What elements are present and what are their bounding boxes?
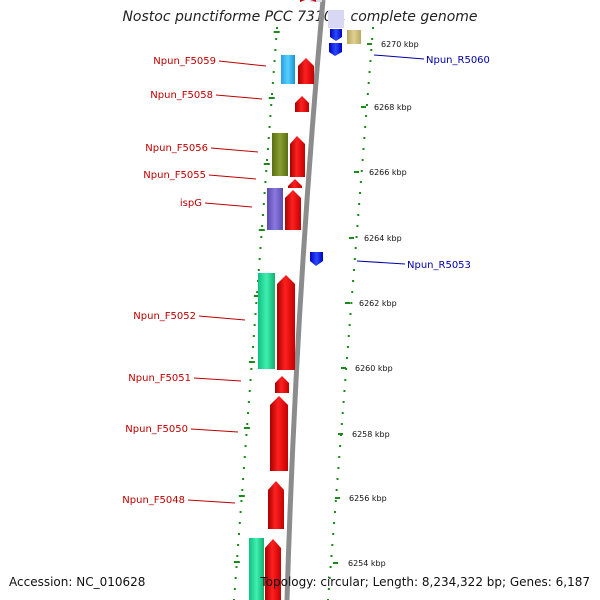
rna-feature-1 (330, 29, 342, 41)
genome-backbone (284, 0, 326, 600)
gene-label-f5058: Npun_F5058 (150, 90, 213, 101)
cds-arrow-f5052 (277, 275, 295, 370)
kbp-label-6260: 6260 kbp (355, 364, 393, 373)
kbp-scale: 6270 kbp 6268 kbp 6266 kbp 6264 kbp 6262… (333, 40, 419, 568)
gene-label-f5050: Npun_F5050 (125, 424, 188, 435)
gene-label-f5059: Npun_F5059 (153, 56, 216, 67)
cog-bar-mint-bottom (249, 538, 264, 600)
kbp-label-6258: 6258 kbp (352, 430, 390, 439)
rna-feature-3 (310, 252, 323, 266)
gene-label-f5051: Npun_F5051 (128, 373, 191, 384)
leader-f5058 (215, 94, 263, 100)
cds-arrow-f5055 (288, 179, 302, 188)
leader-f5056 (210, 147, 259, 153)
leader-r5053 (356, 260, 406, 265)
gene-label-f5048: Npun_F5048 (122, 495, 185, 506)
cds-arrow-f5048 (268, 481, 284, 529)
kbp-label-6264: 6264 kbp (364, 234, 402, 243)
accession-text: Accession: NC_010628 (9, 575, 146, 589)
rna-label-r5060: Npun_R5060 (426, 55, 490, 66)
map-title: Nostoc punctiforme PCC 73102, complete g… (122, 9, 478, 25)
cds-arrows (265, 0, 316, 600)
leader-f5059 (218, 60, 267, 67)
feature-faint-purple (328, 10, 344, 28)
kbp-label-6270: 6270 kbp (381, 40, 419, 49)
cds-arrow-f5051 (275, 376, 289, 393)
cds-arrow-bottom (265, 539, 281, 600)
kbp-label-6262: 6262 kbp (359, 299, 397, 308)
rna-label-r5053: Npun_R5053 (407, 260, 471, 271)
cog-bar-purple (267, 188, 283, 230)
cds-arrow-f5059 (298, 58, 314, 84)
kbp-label-6256: 6256 kbp (349, 494, 387, 503)
rna-labels: Npun_R5060 Npun_R5053 (407, 55, 490, 271)
kbp-label-6268: 6268 kbp (374, 103, 412, 112)
gene-label-f5055: Npun_F5055 (143, 170, 206, 181)
topology-text: Topology: circular; Length: 8,234,322 bp… (260, 575, 590, 589)
gene-labels: Npun_F5059 Npun_F5058 Npun_F5056 Npun_F5… (122, 56, 216, 506)
gene-label-f5056: Npun_F5056 (145, 143, 208, 154)
dotted-track-lines (233, 27, 374, 600)
leader-f5050 (190, 428, 239, 433)
cog-bar-olive (272, 133, 288, 176)
cog-bar-cyan (281, 55, 295, 84)
cds-arrow-f5056 (290, 136, 305, 177)
gene-label-ispg: ispG (180, 198, 202, 209)
cds-arrow-f5050 (270, 396, 288, 471)
kbp-label-6266: 6266 kbp (369, 168, 407, 177)
cds-arrow-top (300, 0, 316, 2)
leader-f5052 (198, 315, 246, 321)
kbp-label-6254: 6254 kbp (348, 559, 386, 568)
leader-r5060 (373, 54, 425, 60)
cds-arrow-ispg (285, 190, 301, 230)
gene-label-f5052: Npun_F5052 (133, 311, 196, 322)
leader-f5051 (193, 377, 242, 382)
feature-tan-top (347, 30, 361, 44)
rna-feature-2 (329, 43, 342, 56)
leader-f5055 (208, 174, 257, 180)
leader-ispg (204, 202, 253, 208)
cog-bar-mint (258, 273, 275, 369)
cds-arrow-f5058 (295, 96, 309, 112)
leader-f5048 (187, 499, 236, 504)
